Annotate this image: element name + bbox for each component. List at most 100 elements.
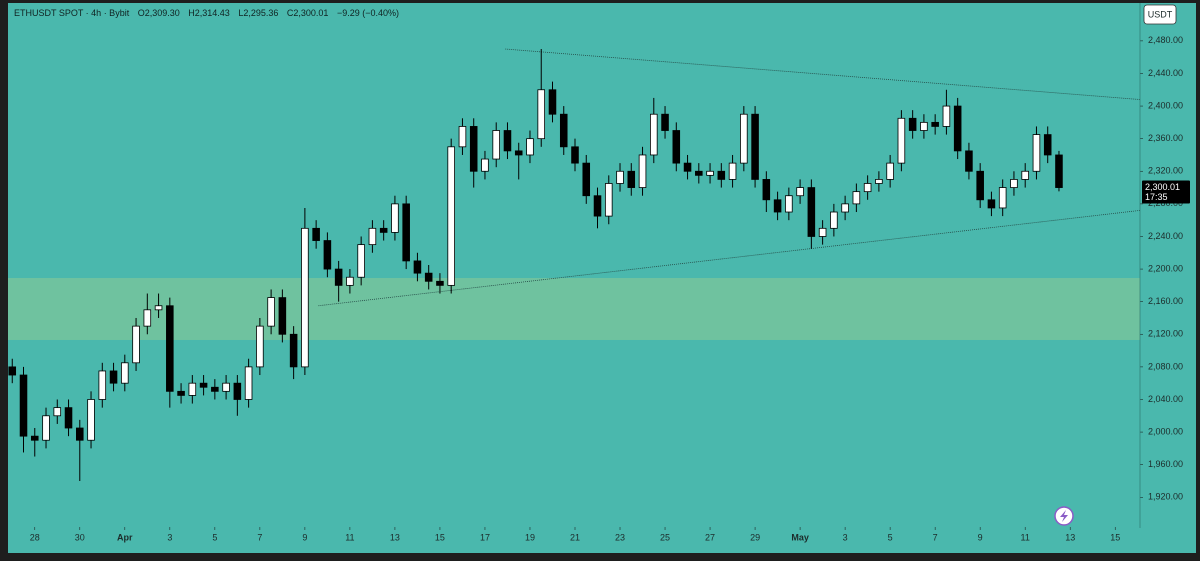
x-tick-label: 23	[615, 532, 625, 542]
candle-body	[931, 121, 939, 127]
candle-body	[256, 325, 264, 368]
candle-body	[289, 333, 298, 368]
candle-body	[695, 170, 703, 176]
support-zone	[8, 278, 1140, 340]
candle-body	[87, 399, 95, 441]
candle-body	[19, 374, 28, 437]
symbol: ETHUSDT SPOT · 4h · Bybit	[14, 8, 130, 18]
candle-body	[706, 170, 714, 176]
candle-body	[796, 187, 804, 197]
y-tick-label: 2,160.00	[1148, 296, 1183, 306]
candle-body	[132, 325, 140, 364]
y-tick-label: 2,040.00	[1148, 394, 1183, 404]
candle-body	[807, 187, 816, 237]
x-tick-label: 9	[978, 532, 983, 542]
candle-body	[447, 146, 455, 286]
countdown: 17:35	[1145, 192, 1168, 202]
time-axis	[8, 528, 1196, 553]
ohlc-open: O2,309.30	[137, 8, 180, 18]
x-tick-label: Apr	[117, 532, 133, 542]
candle-body	[965, 150, 973, 172]
candle-body	[537, 89, 546, 140]
candle-body	[548, 89, 557, 115]
candle-body	[942, 105, 951, 127]
candle-body	[166, 305, 174, 392]
candle-body	[616, 170, 624, 184]
candle-body	[987, 199, 996, 209]
y-tick-label: 1,920.00	[1148, 492, 1183, 502]
candle-body	[841, 203, 849, 213]
candle-body	[604, 183, 613, 217]
candle-body	[627, 170, 636, 188]
candle-body	[121, 362, 129, 384]
x-tick-label: 25	[660, 532, 670, 542]
ohlc-high: H2,314.43	[188, 8, 230, 18]
x-tick-label: 13	[1065, 532, 1075, 542]
candle-body	[334, 268, 343, 286]
candle-body	[76, 427, 84, 441]
y-tick-label: 2,400.00	[1148, 100, 1183, 110]
x-tick-label: 13	[390, 532, 400, 542]
candle-body	[785, 195, 793, 213]
candle-body	[863, 183, 872, 193]
x-tick-label: 7	[257, 532, 262, 542]
candle-body	[908, 117, 917, 131]
last-price-tag	[1142, 180, 1190, 204]
y-tick-label: 2,000.00	[1148, 426, 1183, 436]
candle-body	[661, 113, 669, 131]
candle-body	[222, 382, 230, 392]
y-tick-label: 2,120.00	[1148, 329, 1183, 339]
x-tick-label: 9	[302, 532, 307, 542]
y-tick-label: 2,200.00	[1148, 263, 1183, 273]
candle-body	[582, 162, 591, 197]
candle-body	[886, 162, 894, 180]
candle-body	[751, 113, 759, 180]
candle-body	[42, 415, 50, 441]
candle-body	[481, 158, 489, 172]
candle-body	[1055, 154, 1063, 188]
x-tick-label: 5	[888, 532, 893, 542]
candle-body	[53, 407, 62, 417]
candle-body	[875, 179, 883, 184]
candle-body	[424, 272, 433, 282]
x-tick-label: 3	[167, 532, 172, 542]
x-tick-label: 7	[933, 532, 938, 542]
candle-body	[559, 113, 568, 148]
candle-body	[301, 227, 309, 368]
x-tick-label: 29	[750, 532, 760, 542]
x-tick-label: 15	[1110, 532, 1120, 542]
candle-body	[177, 390, 185, 396]
candle-body	[1021, 170, 1029, 180]
candle-body	[109, 370, 118, 384]
candle-body	[154, 305, 163, 311]
y-tick-label: 2,080.00	[1148, 361, 1183, 371]
x-tick-label: 27	[705, 532, 715, 542]
candle-body	[8, 366, 17, 376]
y-tick-label: 2,320.00	[1148, 166, 1183, 176]
candle-body	[593, 195, 602, 217]
x-tick-label: 30	[75, 532, 85, 542]
candle-body	[64, 407, 73, 429]
x-tick-label: 11	[1021, 532, 1030, 542]
candle-body	[199, 382, 208, 388]
currency-label: USDT	[1148, 9, 1173, 19]
ohlc-close: C2,300.01	[286, 8, 329, 18]
y-tick-label: 2,440.00	[1148, 68, 1183, 78]
candle-body	[852, 191, 861, 205]
candle-body	[312, 227, 320, 241]
currency-button[interactable]	[1143, 4, 1177, 25]
candle-body	[346, 276, 354, 286]
candle-body	[897, 117, 906, 164]
candle-body	[458, 126, 467, 148]
candle-body	[492, 130, 500, 160]
candle-body	[379, 227, 388, 233]
last-price-label: 2,300.01	[1145, 182, 1180, 192]
candle-body	[323, 240, 332, 270]
candle-body	[976, 170, 984, 201]
flash-glyph	[1060, 510, 1068, 522]
candle-body	[650, 113, 658, 156]
candle-body	[514, 150, 523, 156]
price-axis	[1141, 3, 1196, 528]
